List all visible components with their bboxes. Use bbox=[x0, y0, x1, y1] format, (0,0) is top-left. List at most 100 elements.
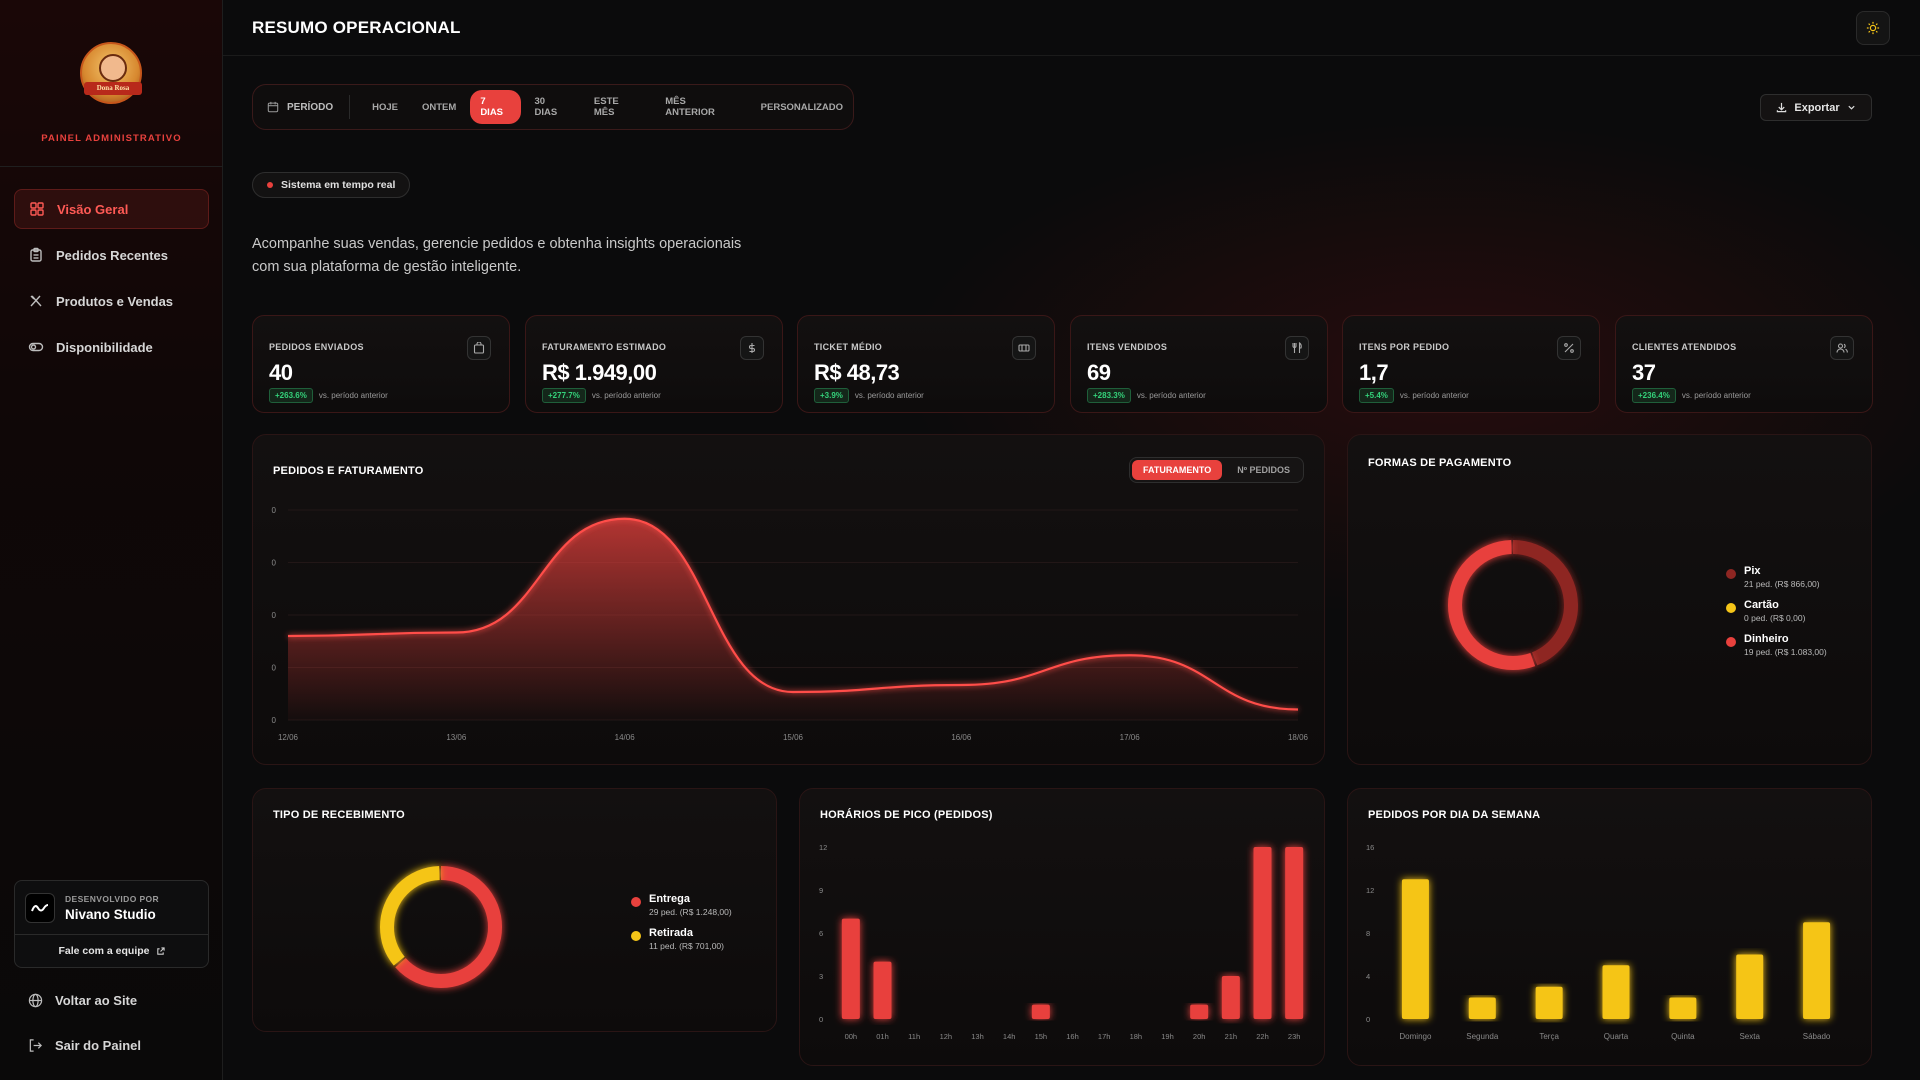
legend-detail: 29 ped. (R$ 1.248,00) bbox=[649, 907, 732, 917]
kpi-footer: +277.7% vs. período anterior bbox=[542, 388, 661, 403]
kpi-footer: +263.6% vs. período anterior bbox=[269, 388, 388, 403]
export-button[interactable]: Exportar bbox=[1760, 94, 1872, 121]
receipt-type-panel: TIPO DE RECEBIMENTO Entrega 29 ped. (R$ 1… bbox=[252, 788, 777, 1032]
legend-name: Pix bbox=[1744, 565, 1761, 577]
theme-toggle-button[interactable] bbox=[1856, 11, 1890, 45]
y-tick-label: 0 bbox=[819, 1015, 823, 1024]
kpi-label: TICKET MÉDIO bbox=[814, 342, 883, 352]
y-tick-label: 8 bbox=[1366, 929, 1370, 938]
period-option-ontem[interactable]: ONTEM bbox=[422, 101, 457, 113]
x-tick-label: 15/06 bbox=[783, 733, 804, 742]
sidebar-divider bbox=[0, 166, 223, 167]
developer-caption: DESENVOLVIDO POR bbox=[65, 893, 160, 904]
period-option-30-dias[interactable]: 30 DIAS bbox=[534, 96, 558, 118]
y-tick-label: 3 bbox=[819, 972, 823, 981]
period-option-personalizado[interactable]: PERSONALIZADO bbox=[760, 101, 844, 113]
period-option-mes-anterior[interactable]: MÊS ANTERIOR bbox=[665, 96, 715, 118]
bar bbox=[1736, 954, 1764, 1019]
sidebar-item-disponibilidade[interactable]: Disponibilidade bbox=[14, 327, 209, 367]
kpi-footer: +236.4% vs. período anterior bbox=[1632, 388, 1751, 403]
kpi-card-itens-por-pedido: ITENS POR PEDIDO 1,7 +5.4% vs. período an… bbox=[1342, 315, 1600, 413]
sidebar-item-pedidos-recentes[interactable]: Pedidos Recentes bbox=[14, 235, 209, 275]
sidebar-nav: Visão Geral Pedidos Recentes Produtos e … bbox=[14, 189, 209, 373]
kpi-value: 40 bbox=[269, 360, 293, 385]
period-option-este-mes[interactable]: ESTE MÊS bbox=[593, 96, 619, 118]
kpi-card-itens-vendidos: ITENS VENDIDOS 69 +283.3% vs. período ant… bbox=[1070, 315, 1328, 413]
kpi-comparison: vs. período anterior bbox=[854, 391, 924, 400]
peak-hours-panel: HORÁRIOS DE PICO (PEDIDOS) 0 3 6 9 12 00h 01h 1… bbox=[799, 788, 1325, 1066]
legend-detail: 0 ped. (R$ 0,00) bbox=[1744, 613, 1806, 623]
toggle-pedidos[interactable]: Nº PEDIDOS bbox=[1237, 465, 1290, 475]
legend-dot-icon bbox=[1726, 569, 1736, 579]
kpi-card-pedidos-enviados: PEDIDOS ENVIADOS 40 +263.6% vs. período a… bbox=[252, 315, 510, 413]
sun-icon bbox=[1866, 21, 1880, 35]
kpi-change-badge: +277.7% bbox=[542, 388, 586, 403]
kpi-label: ITENS POR PEDIDO bbox=[1359, 342, 1450, 352]
donut-slice bbox=[1448, 540, 1578, 670]
realtime-label: Sistema em tempo real bbox=[281, 179, 396, 191]
period-option-7-dias[interactable]: 7 DIAS bbox=[470, 90, 521, 124]
legend-name: Dinheiro bbox=[1744, 633, 1789, 645]
kpi-change-badge: +5.4% bbox=[1359, 388, 1394, 403]
bar bbox=[1221, 976, 1240, 1019]
kpi-label: ITENS VENDIDOS bbox=[1087, 342, 1168, 352]
sidebar-item-visao-geral[interactable]: Visão Geral bbox=[14, 189, 209, 229]
bar bbox=[1602, 965, 1630, 1019]
contact-team-label: Fale com a equipe bbox=[58, 945, 150, 957]
sidebar-item-produtos-vendas[interactable]: Produtos e Vendas bbox=[14, 281, 209, 321]
kpi-change-badge: +263.6% bbox=[269, 388, 313, 403]
bar bbox=[1285, 847, 1304, 1019]
kpi-label: FATURAMENTO ESTIMADO bbox=[542, 342, 667, 352]
brand-logo[interactable]: Dona Rosa bbox=[80, 42, 142, 104]
donut-slice bbox=[380, 866, 502, 988]
bar bbox=[1669, 997, 1697, 1019]
payment-donut-chart bbox=[1448, 540, 1578, 670]
x-tick-label: 16/06 bbox=[951, 733, 972, 742]
legend-detail: 11 ped. (R$ 701,00) bbox=[649, 941, 724, 951]
percent-icon bbox=[1557, 336, 1581, 360]
bar bbox=[1401, 879, 1429, 1019]
x-tick-label: 12h bbox=[940, 1032, 953, 1041]
intro-text: Acompanhe suas vendas, gerencie pedidos … bbox=[252, 236, 742, 275]
kpi-change-badge: +236.4% bbox=[1632, 388, 1676, 403]
legend-item-dinheiro: Dinheiro 19 ped. (R$ 1.083,00) bbox=[1726, 633, 1827, 657]
payment-chart-title: FORMAS DE PAGAMENTO bbox=[1368, 457, 1512, 469]
logout-icon bbox=[29, 1039, 42, 1052]
developer-name: Nivano Studio bbox=[65, 906, 156, 922]
toggle-faturamento[interactable]: FATURAMENTO bbox=[1132, 460, 1223, 480]
period-label-text: PERÍODO bbox=[287, 101, 334, 113]
back-to-site-link[interactable]: Voltar ao Site bbox=[28, 993, 137, 1008]
x-tick-label: 17h bbox=[1098, 1032, 1111, 1041]
x-tick-label: 22h bbox=[1256, 1032, 1269, 1041]
sidebar: Dona Rosa PAINEL ADMINISTRATIVO Visão Ge… bbox=[0, 0, 223, 1080]
logout-link[interactable]: Sair do Painel bbox=[28, 1038, 141, 1053]
export-label: Exportar bbox=[1794, 101, 1840, 114]
y-tick-label: 0 bbox=[1366, 1015, 1370, 1024]
bar bbox=[1803, 922, 1831, 1019]
clipboard-icon bbox=[30, 247, 42, 262]
external-link-icon bbox=[156, 946, 165, 955]
bar bbox=[841, 918, 860, 1019]
kpi-label: PEDIDOS ENVIADOS bbox=[269, 342, 364, 352]
x-tick-label: 20h bbox=[1193, 1032, 1206, 1041]
contact-team-link[interactable]: Fale com a equipe bbox=[15, 935, 208, 967]
y-tick-label: 0 bbox=[272, 664, 277, 673]
period-option-hoje[interactable]: HOJE bbox=[372, 101, 398, 113]
kpi-label: CLIENTES ATENDIDOS bbox=[1632, 342, 1737, 352]
payment-legend: Pix 21 ped. (R$ 866,00) Cartão 0 ped. (R$ … bbox=[1726, 565, 1827, 667]
bar bbox=[873, 961, 892, 1019]
legend-name: Entrega bbox=[649, 893, 690, 905]
period-filter: PERÍODO HOJE ONTEM 7 DIAS 30 DIAS ESTE M… bbox=[252, 84, 854, 130]
kpi-comparison: vs. período anterior bbox=[591, 391, 661, 400]
x-tick-label: Quinta bbox=[1671, 1032, 1695, 1041]
page-title: RESUMO OPERACIONAL bbox=[252, 18, 461, 37]
x-tick-label: Segunda bbox=[1466, 1032, 1499, 1041]
donut-slice bbox=[380, 866, 502, 988]
x-tick-label: 14/06 bbox=[615, 733, 636, 742]
x-tick-label: Quarta bbox=[1604, 1032, 1629, 1041]
y-tick-label: 0 bbox=[272, 559, 277, 568]
status-dot-icon bbox=[267, 182, 273, 188]
kpi-comparison: vs. período anterior bbox=[1681, 391, 1751, 400]
x-tick-label: 23h bbox=[1288, 1032, 1301, 1041]
donut-slice bbox=[1448, 540, 1578, 670]
